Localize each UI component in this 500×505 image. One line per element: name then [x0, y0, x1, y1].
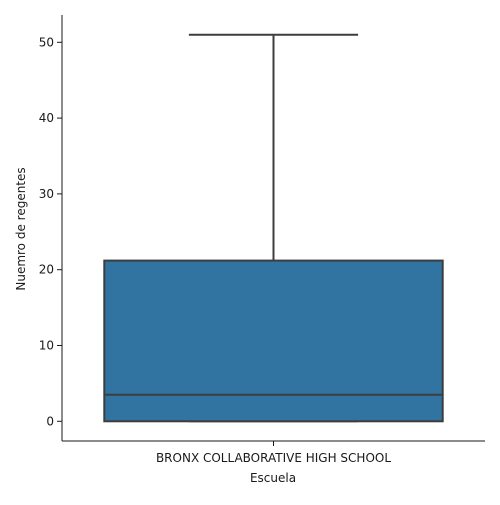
y-tick-label: 30 — [39, 187, 54, 201]
axes-layer: 0 10 20 30 40 50 BRONX COLLABORATIVE HIGH SCHO… — [39, 15, 485, 465]
y-tick-label: 10 — [39, 338, 54, 352]
y-tick-label: 50 — [39, 35, 54, 49]
y-tick-label: 0 — [46, 414, 54, 428]
x-axis-label: Escuela — [250, 471, 296, 485]
x-tick-label: BRONX COLLABORATIVE HIGH SCHOOL — [156, 451, 391, 465]
y-tick-label: 40 — [39, 111, 54, 125]
y-tick-label: 20 — [39, 263, 54, 277]
y-axis-label: Nuemro de regentes — [14, 167, 28, 290]
box-iqr — [103, 259, 444, 423]
marks-layer — [103, 33, 444, 423]
